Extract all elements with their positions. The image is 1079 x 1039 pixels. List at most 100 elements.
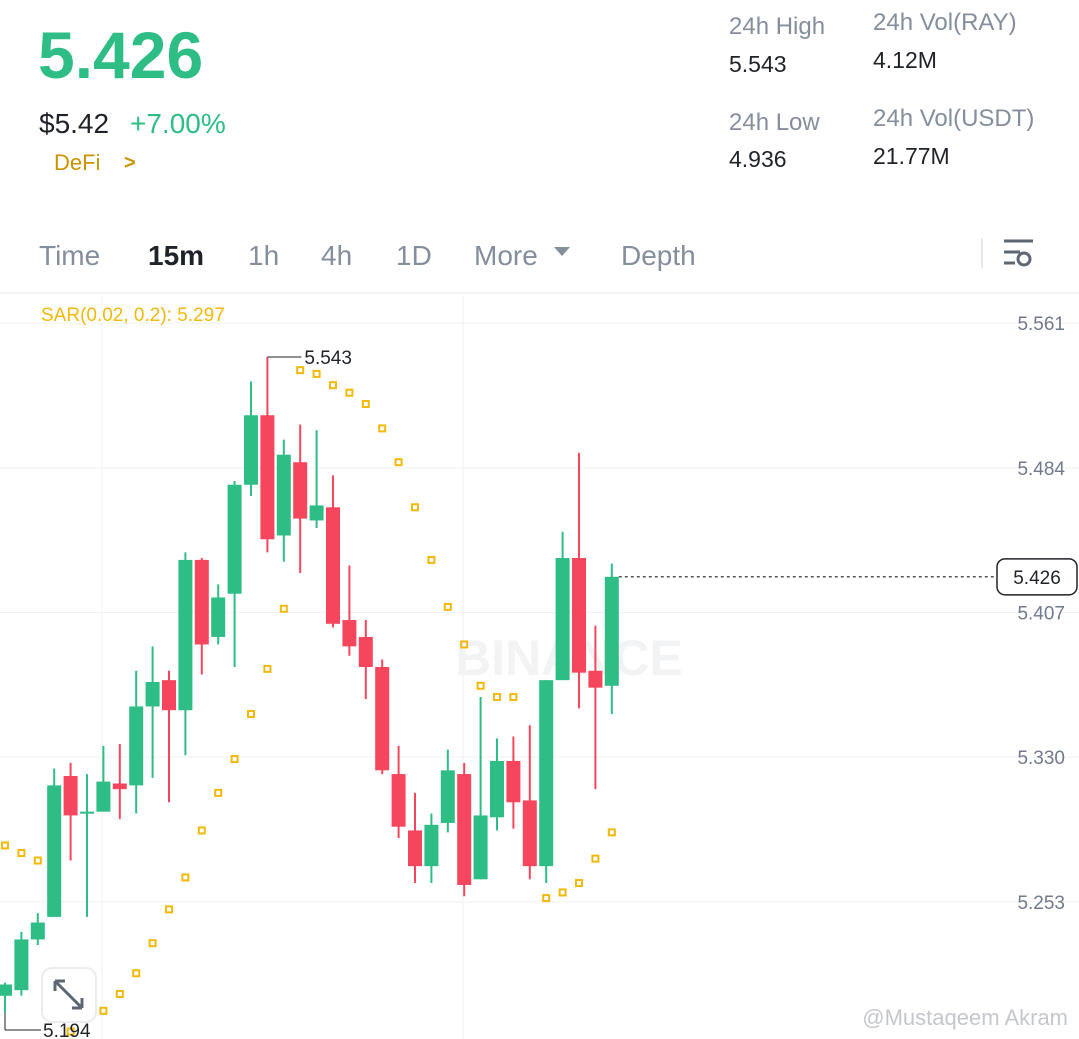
stat-value: 21.77M [873, 143, 950, 169]
sar-dot [66, 1027, 75, 1036]
candle-body [194, 559, 209, 645]
candle-body [211, 597, 226, 637]
candle-body [604, 576, 619, 686]
tab[interactable]: 4h [321, 240, 352, 271]
sar-dot [17, 849, 26, 857]
candle-body [588, 670, 603, 688]
fiat-price: $5.42 [39, 108, 109, 139]
candle-body [424, 824, 439, 867]
high-label: 5.543 [304, 348, 352, 369]
tab[interactable]: 1h [248, 240, 279, 271]
sar-dot [247, 709, 255, 718]
candle-body [162, 680, 176, 711]
stat-value: 5.543 [729, 51, 787, 77]
sar-dot [165, 905, 173, 914]
candle-body [555, 558, 570, 681]
sar-dot [214, 788, 223, 797]
sar-dot [197, 826, 206, 835]
candle-body [375, 667, 390, 771]
sar-dot [509, 693, 518, 702]
tab[interactable]: Depth [621, 240, 696, 271]
candle-body [473, 815, 488, 880]
candle-body [539, 680, 554, 867]
sar-dot [296, 366, 305, 375]
y-tick-label: 5.407 [1017, 604, 1065, 625]
tab[interactable]: Time [39, 240, 100, 271]
tag[interactable]: DeFi [54, 150, 100, 175]
last-price: 5.426 [38, 18, 203, 92]
sar-dot [591, 854, 600, 863]
sar-dot [329, 381, 337, 390]
candle-body [326, 507, 340, 624]
indicator-label: SAR(0.02, 0.2): 5.297 [41, 305, 225, 326]
sar-dot [312, 369, 321, 378]
y-tick-label: 5.561 [1017, 314, 1065, 335]
sar-dot [1, 841, 9, 850]
settings-icon[interactable] [1004, 239, 1033, 267]
candle-body [227, 484, 242, 594]
tag-arrow[interactable]: > [124, 152, 136, 174]
sar-dot [493, 693, 501, 702]
candle-body [391, 774, 406, 827]
candle-body [63, 775, 78, 816]
candle-body [14, 939, 29, 991]
sar-dot [148, 939, 157, 948]
candle-body [293, 462, 308, 519]
candle-body [30, 922, 45, 940]
stat-value: 4.936 [729, 146, 787, 172]
sar-dot [230, 755, 239, 764]
sar-dot [345, 388, 354, 397]
candle-body [490, 760, 504, 818]
y-tick-label: 5.330 [1017, 748, 1065, 769]
candle-body [260, 415, 275, 540]
dropdown-icon[interactable] [554, 247, 570, 256]
sar-dot [132, 969, 141, 978]
candle-body [0, 984, 12, 996]
sar-dot [542, 894, 551, 903]
candle-body [408, 830, 422, 867]
sar-dot [33, 856, 42, 865]
sar-dot [443, 602, 452, 611]
sar-dot [361, 399, 370, 408]
tab[interactable]: 1D [396, 240, 432, 271]
low-label: 5.194 [43, 1021, 91, 1039]
change: +7.00% [130, 108, 226, 139]
candle-body [276, 454, 291, 536]
sar-dot [411, 503, 419, 512]
candle-body [178, 559, 193, 711]
sar-dot [263, 664, 272, 673]
candle-body [129, 706, 144, 786]
tab-active[interactable]: 15m [148, 240, 204, 271]
stat-label: 24h Vol(USDT) [873, 105, 1034, 132]
sar-dot [181, 873, 190, 882]
sar-dot [378, 424, 387, 433]
sar-dot [115, 989, 124, 998]
plot: 5.561 5.484 5.407 5.330 5.253 5.543 5.194 5.426 [0, 314, 1079, 1039]
candle-body [112, 783, 127, 790]
sar-dot [427, 555, 436, 564]
candle-body [47, 785, 62, 917]
stat-label: 24h High [729, 13, 825, 40]
stat-label: 24h Low [729, 109, 820, 136]
candle-body [522, 800, 537, 867]
candle-body [358, 636, 373, 667]
candle-body [80, 811, 94, 814]
last-price-label: 5.426 [1013, 568, 1061, 589]
sar-dot [575, 879, 583, 888]
stat-value: 4.12M [873, 47, 937, 73]
candle-body [572, 558, 586, 673]
candle-body [342, 620, 357, 647]
candle-body [309, 505, 324, 521]
last-price-box [996, 558, 1078, 596]
sar-dot [99, 1006, 108, 1015]
expand-button[interactable] [41, 967, 97, 1023]
candle-body [244, 415, 258, 485]
candle-body [145, 682, 160, 707]
watermark: @Mustaqeem Akram [862, 1005, 1068, 1030]
tab[interactable]: More [474, 240, 538, 271]
y-tick-label: 5.253 [1017, 893, 1065, 914]
candle-body [506, 760, 521, 803]
sar-dot [476, 681, 485, 690]
